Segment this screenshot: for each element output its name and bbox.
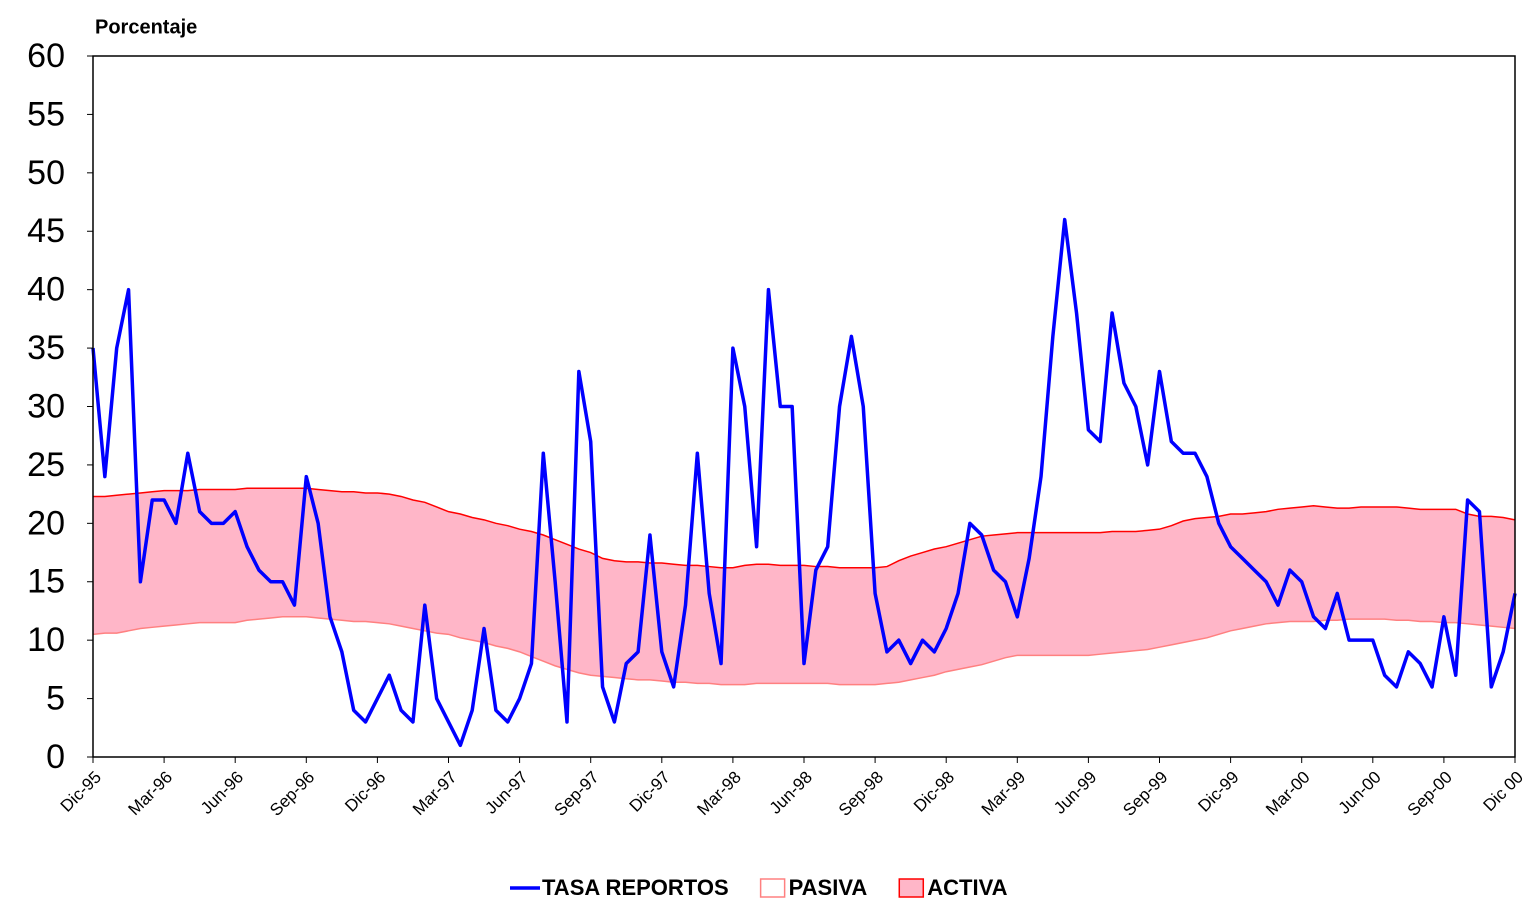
x-tick-label: Jun-00: [1335, 768, 1385, 818]
y-tick-label: 10: [27, 621, 65, 659]
legend-swatch: [759, 878, 786, 898]
y-tick-label: 50: [27, 154, 65, 192]
y-tick-label: 35: [27, 329, 65, 367]
legend-label: TASA REPORTOS: [542, 875, 729, 900]
y-tick-label: 15: [27, 563, 65, 601]
x-tick-label: Dic-99: [1194, 768, 1242, 816]
y-axis-title: Porcentaje: [95, 16, 197, 38]
x-tick-label: Dic-96: [341, 768, 389, 816]
x-tick-label: Dic-98: [910, 768, 958, 816]
x-tick-label: Jun-98: [766, 768, 816, 818]
legend-label: ACTIVA: [927, 875, 1007, 900]
x-tick-label: Mar-96: [125, 768, 177, 820]
legend: TASA REPORTOS PASIVA ACTIVA: [510, 875, 1008, 900]
y-tick-label: 0: [46, 738, 65, 776]
legend-swatch: [898, 878, 925, 898]
x-tick-label: Dic 00: [1479, 768, 1526, 816]
x-tick-label: Mar-99: [978, 768, 1030, 820]
y-tick-label: 20: [27, 504, 65, 542]
line: [91, 217, 1517, 748]
x-tick-label: Mar-97: [409, 768, 461, 820]
x-tick-label: Mar-98: [693, 768, 745, 820]
x-tick-label: Jun-99: [1050, 768, 1100, 818]
y-tick-label: 55: [27, 95, 65, 133]
x-tick-label: Jun-97: [481, 768, 531, 818]
y-tick-label: 25: [27, 446, 65, 484]
y-tick-label: 60: [27, 37, 65, 75]
y-tick-label: 45: [27, 212, 65, 250]
legend-label: PASIVA: [789, 875, 868, 900]
y-tick-label: 40: [27, 271, 65, 309]
x-tick-label: Sep-96: [266, 768, 318, 820]
x-tick-label: Sep-97: [550, 768, 602, 820]
x-tick-label: Sep-00: [1404, 768, 1456, 820]
area-edge: [93, 487, 1516, 569]
x-tick-label: Sep-99: [1119, 768, 1171, 820]
x-tick-label: Sep-98: [835, 768, 887, 820]
y-tick-label: 30: [27, 387, 65, 425]
y-tick-label: 5: [46, 680, 65, 718]
x-tick-label: Jun-96: [197, 768, 247, 818]
x-tick-label: Dic-97: [626, 768, 674, 816]
x-tick-label: Mar-00: [1262, 768, 1314, 820]
